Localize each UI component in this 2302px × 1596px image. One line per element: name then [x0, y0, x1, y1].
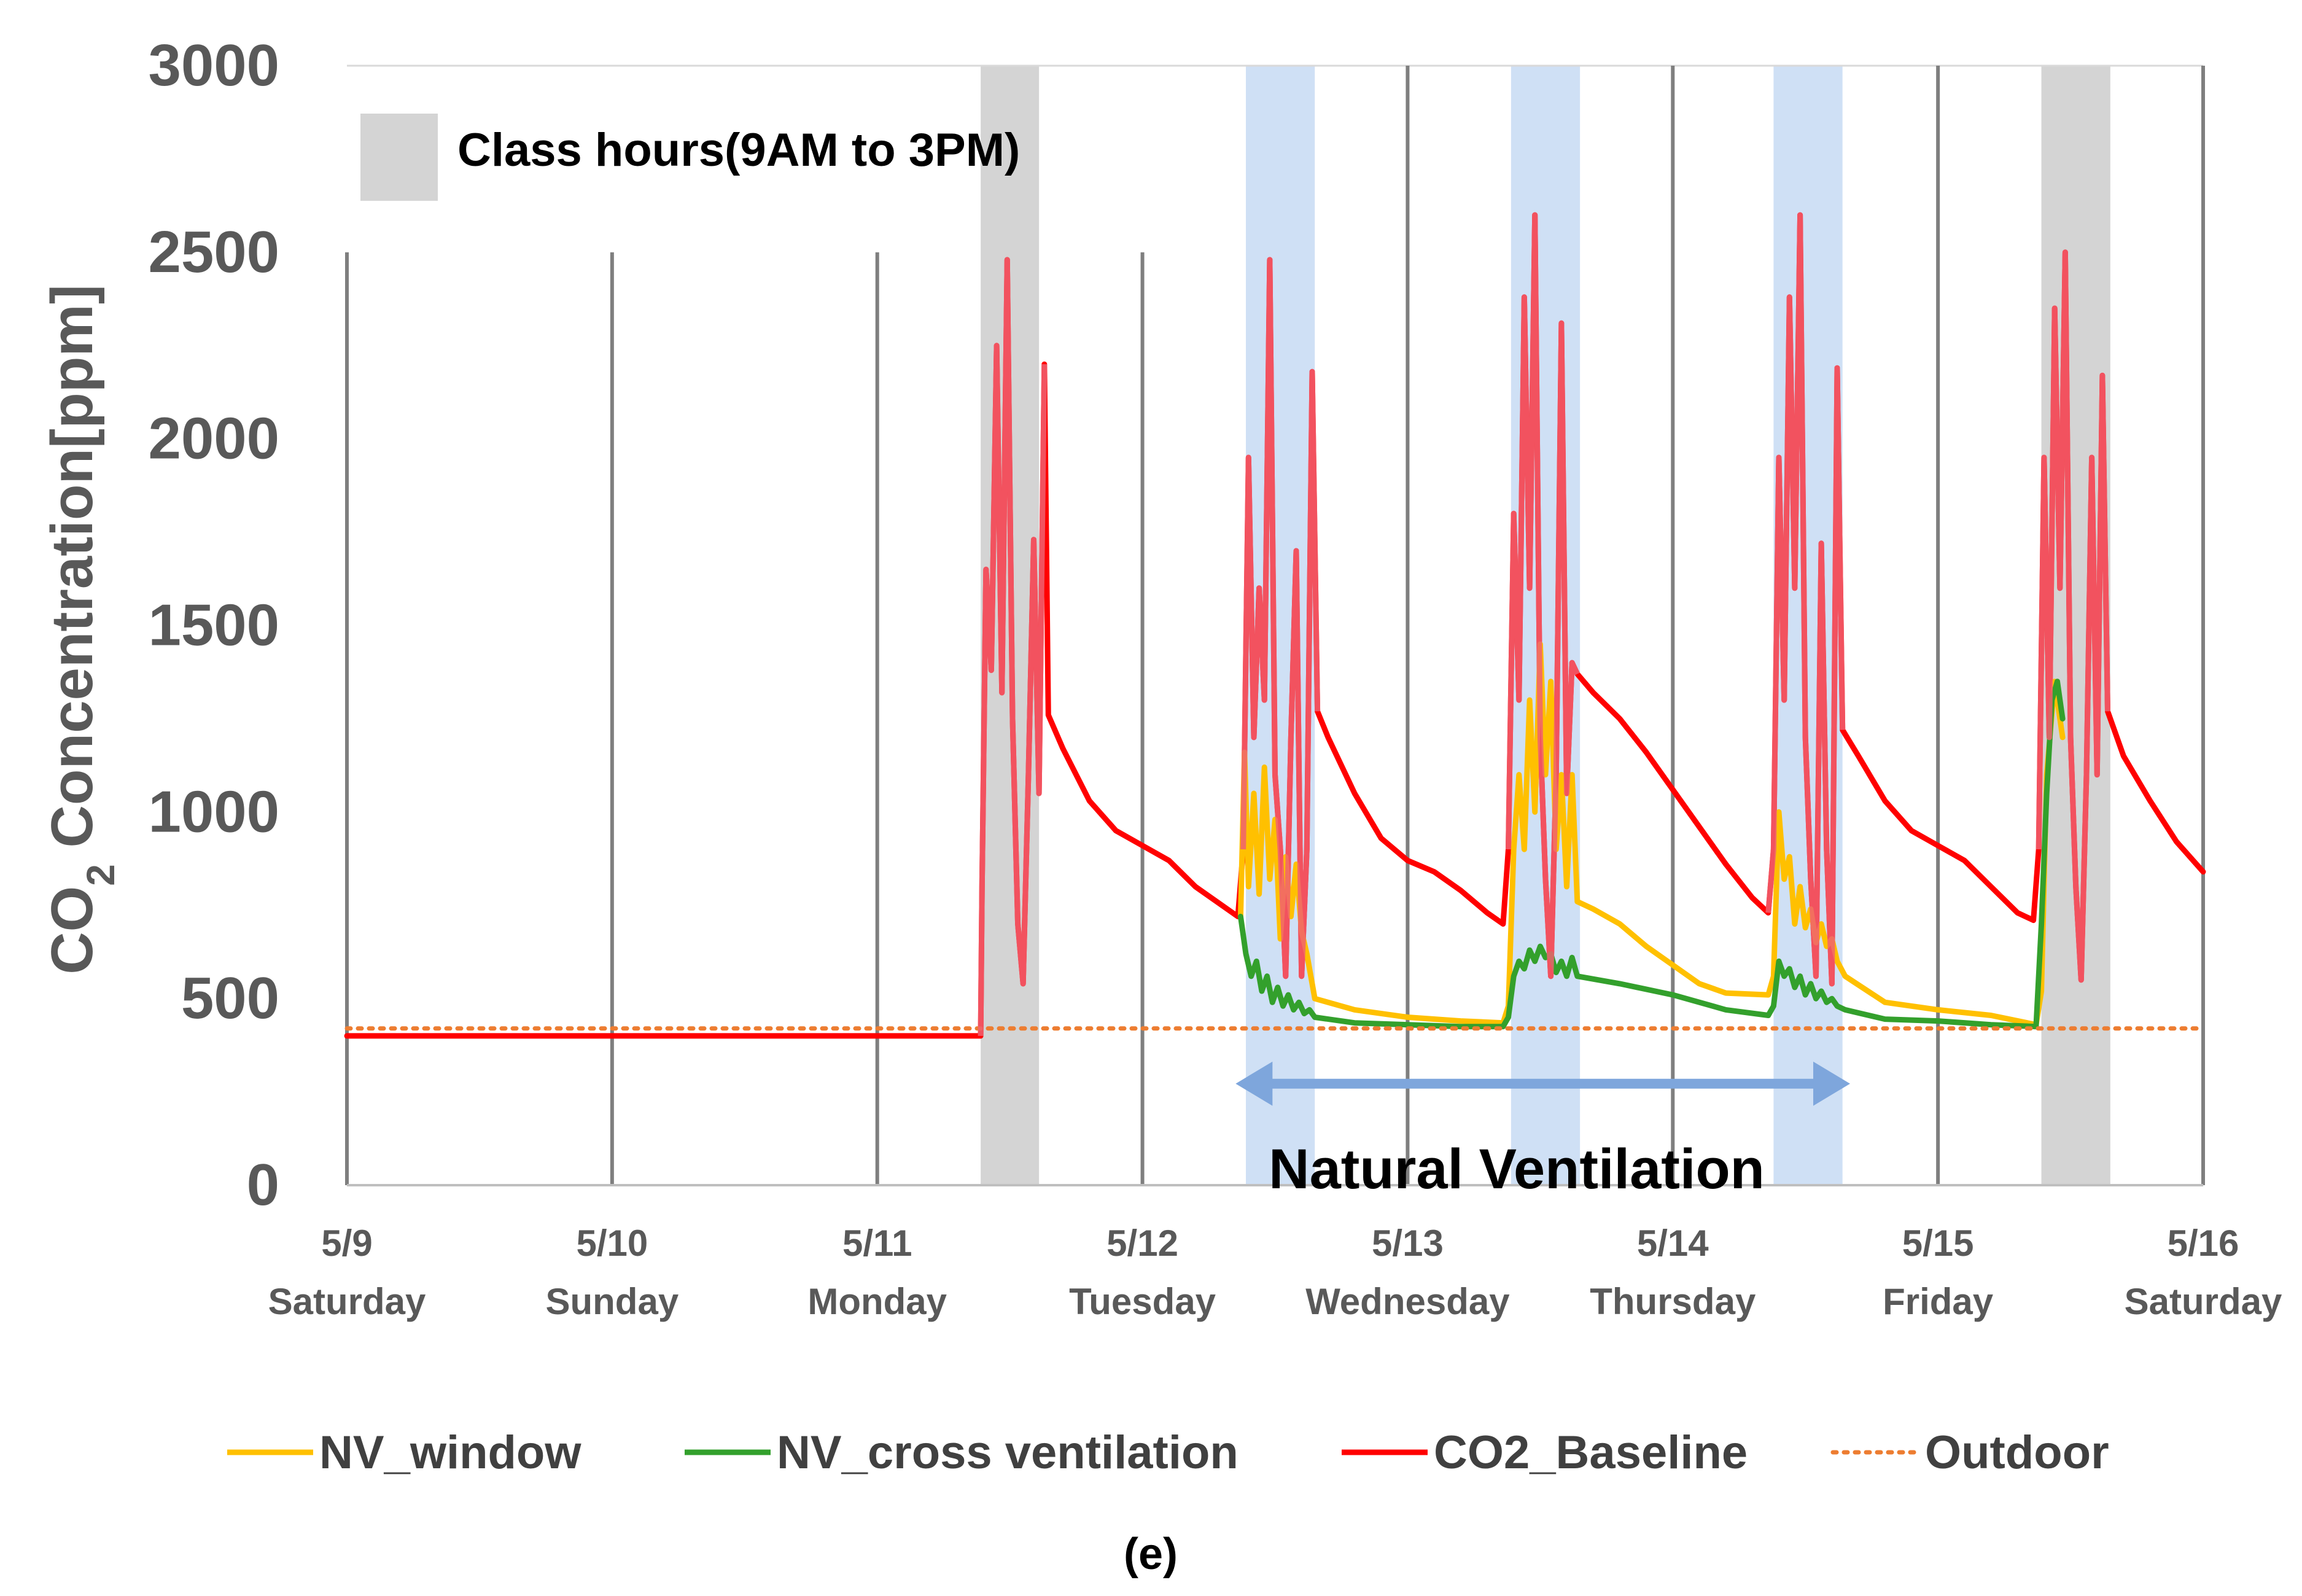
x-tick-labels: 5/9 Saturday 5/10 Sunday 5/11 Monday 5/12 Tuesd…	[268, 1223, 2282, 1322]
natural-ventilation-label: Natural Ventilation	[1269, 1138, 1765, 1201]
class-hours-bands	[981, 66, 2110, 1185]
x-tick-date-5-14: 5/14	[1637, 1223, 1709, 1264]
y-axis-title: CO2 Concentration[ppm]	[39, 284, 123, 975]
y-tick-2500: 2500	[148, 219, 279, 285]
x-tick-day-5-15: Friday	[1883, 1281, 1994, 1322]
y-tick-1500: 1500	[148, 593, 279, 658]
legend: NV_window NV_cross ventilation CO2_Baselin…	[227, 1427, 2109, 1479]
x-tick-day-5-13: Wednesday	[1305, 1281, 1510, 1322]
x-tick-day-5-10: Sunday	[545, 1281, 679, 1322]
legend-label-nv-cross-ventilation: NV_cross ventilation	[777, 1427, 1238, 1479]
y-tick-1000: 1000	[148, 779, 279, 844]
legend-label-outdoor: Outdoor	[1925, 1427, 2109, 1479]
natural-ventilation-arrow	[1235, 1061, 1850, 1106]
y-tick-3000: 3000	[148, 33, 279, 98]
baseline-peak-overlay-1	[1240, 257, 1321, 979]
x-tick-day-5-12: Tuesday	[1069, 1281, 1216, 1322]
x-tick-date-5-9: 5/9	[321, 1223, 372, 1264]
x-tick-day-5-9: Saturday	[268, 1281, 426, 1322]
baseline-peak-overlay-4	[2036, 249, 2110, 983]
series-nv-cross-ventilation	[1237, 679, 2066, 1030]
y-tick-500: 500	[181, 965, 279, 1031]
x-tick-date-5-10: 5/10	[576, 1223, 648, 1264]
x-tick-day-5-11: Monday	[807, 1281, 947, 1322]
baseline-peak-overlay-2	[1506, 212, 1580, 979]
y-tick-0: 0	[247, 1152, 279, 1218]
baseline-peak-overlay-3	[1765, 212, 1846, 987]
baseline-peak-overlay-0	[978, 257, 1048, 1036]
x-tick-date-5-11: 5/11	[842, 1223, 912, 1264]
x-tick-day-5-14: Thursday	[1590, 1281, 1756, 1322]
x-tick-day-5-16: Saturday	[2125, 1281, 2282, 1322]
class-hours-swatch	[360, 114, 438, 201]
y-tick-labels: 0 500 1000 1500 2000 2500 3000	[148, 33, 279, 1218]
x-tick-date-5-15: 5/15	[1902, 1223, 1974, 1264]
y-tick-2000: 2000	[148, 406, 279, 472]
legend-label-nv-window: NV_window	[319, 1427, 581, 1479]
x-tick-date-5-12: 5/12	[1106, 1223, 1178, 1264]
class-hours-label: Class hours(9AM to 3PM)	[457, 124, 1020, 176]
x-tick-date-5-13: 5/13	[1372, 1223, 1444, 1264]
x-tick-date-5-16: 5/16	[2168, 1223, 2239, 1264]
data-series	[344, 212, 2206, 1039]
legend-label-co2-baseline: CO2_Baseline	[1434, 1427, 1748, 1479]
figure-caption: (e)	[1124, 1530, 1178, 1579]
vertical-gridlines	[345, 66, 2205, 1186]
